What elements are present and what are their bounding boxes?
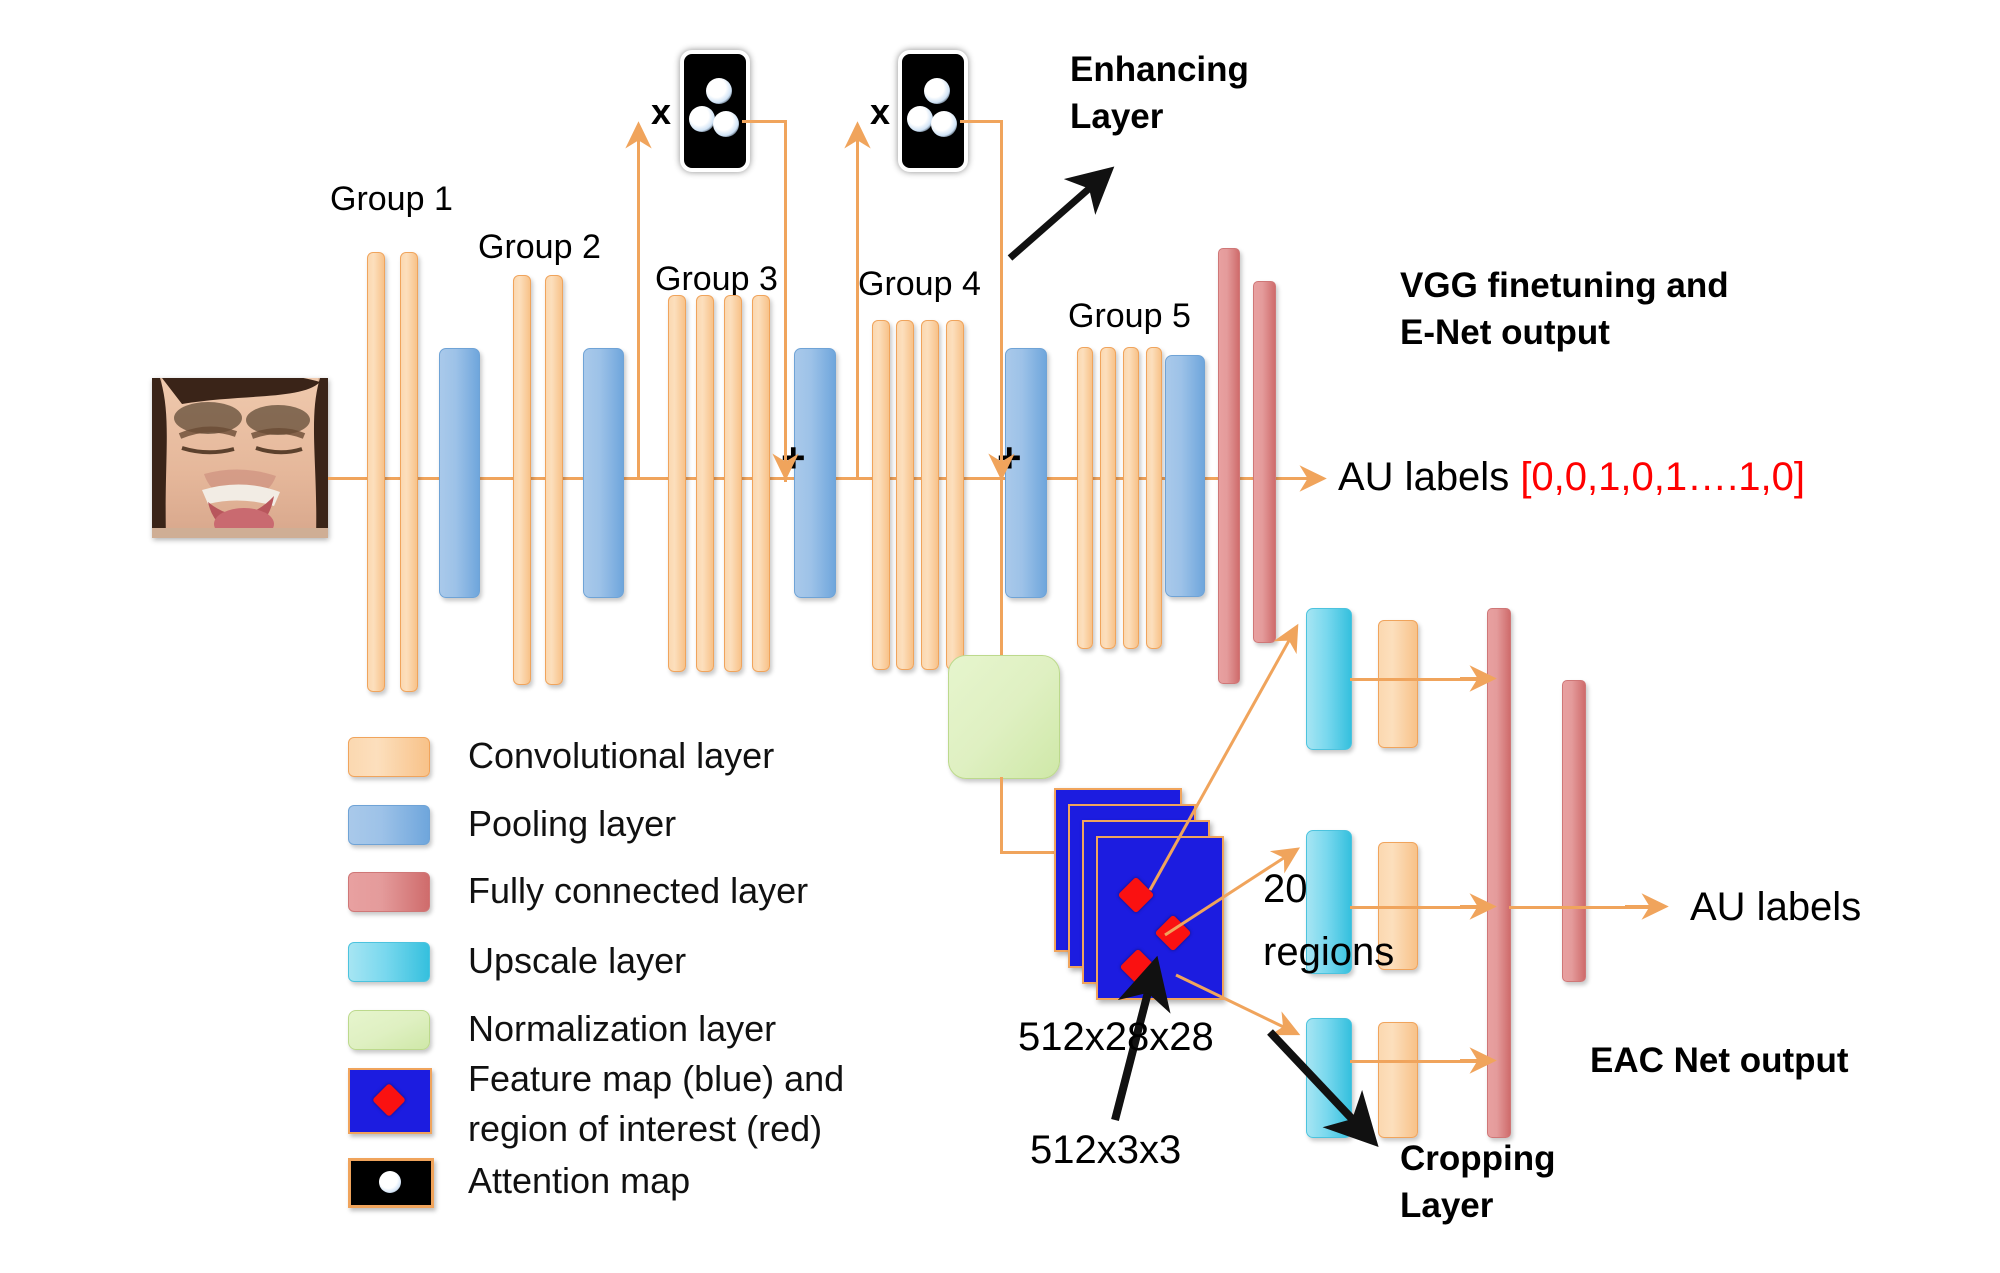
enhancing-branch-2-up (856, 128, 859, 480)
enhancing-layer-line2: Layer (1070, 97, 1164, 137)
regions-word-label: regions (1263, 930, 1395, 974)
conv-layer-g2-1 (513, 275, 531, 685)
crop-branch-horizontal (1000, 851, 1062, 854)
conv-layer-g5-3 (1123, 347, 1139, 649)
group-1-label: Group 1 (330, 180, 453, 218)
fc-layer-eac-2 (1562, 680, 1586, 982)
au-labels-top: AU labels [0,0,1,0,1….1,0] (1338, 455, 1805, 500)
conv-layer-g4-1 (872, 320, 890, 670)
fc-layer-eac-1 (1487, 608, 1511, 1138)
legend-label-fc: Fully connected layer (468, 870, 809, 911)
enhancing-layer-line1: Enhancing (1070, 50, 1249, 89)
enhancing-layer-label: Enhancing Layer (1070, 46, 1249, 141)
legend-label-fmap-2: region of interest (red) (468, 1108, 823, 1149)
feature-map-1 (1096, 836, 1224, 1000)
conv-layer-g3-3 (724, 295, 742, 672)
pool-layer-g2 (583, 348, 624, 598)
feature-map-dims-label: 512x28x28 (1018, 1015, 1214, 1059)
legend-label-attention: Attention map (468, 1160, 691, 1201)
vgg-line-1: VGG finetuning and (1400, 266, 1729, 305)
conv-layer-g2-2 (545, 275, 563, 685)
group-5-label: Group 5 (1068, 297, 1191, 335)
attention-swatch (348, 1158, 434, 1208)
conv-layer-g4-3 (921, 320, 939, 670)
normalization-layer (948, 655, 1060, 779)
upscale-layer-b (1306, 830, 1352, 974)
conv-layer-g1-1 (367, 252, 385, 692)
legend-label-fmap-1: Feature map (blue) and (468, 1058, 845, 1099)
legend-label-upscale: Upscale layer (468, 940, 687, 981)
conv-layer-g3-2 (696, 295, 714, 672)
conv-layer-g3-1 (668, 295, 686, 672)
attention-map-2 (898, 50, 968, 172)
region-of-interest-1 (1117, 876, 1155, 914)
multiply-symbol-1: x (651, 91, 672, 132)
branch-a-line (1350, 678, 1494, 681)
plus-symbol-1: + (781, 434, 806, 481)
conv-layer-g3-4 (752, 295, 770, 672)
norm-swatch (348, 1010, 430, 1050)
enhancing-branch-1-up (637, 128, 640, 480)
enhancing-branch-2-down (1000, 120, 1003, 482)
upscale-layer-c (1306, 1018, 1352, 1138)
regions-count-label: 20 (1263, 867, 1308, 911)
fc-swatch (348, 872, 430, 912)
au-labels-top-text: AU labels (1338, 455, 1521, 499)
group-2-label: Group 2 (478, 228, 601, 266)
vgg-line-2: E-Net output (1400, 313, 1610, 353)
multiply-symbol-2: x (870, 91, 891, 132)
branch-b-line (1350, 906, 1494, 909)
region-of-interest-2 (1154, 914, 1192, 952)
crop-branch-vertical (1000, 478, 1003, 660)
conv-swatch (348, 737, 430, 777)
pool-layer-g1 (439, 348, 480, 598)
conv-layer-g5-2 (1100, 347, 1116, 649)
pool-layer-g5 (1165, 355, 1205, 597)
fc-layer-2 (1253, 281, 1276, 643)
legend-label-norm: Normalization layer (468, 1008, 777, 1049)
conv-layer-c (1378, 1022, 1418, 1138)
conv-layer-g4-2 (896, 320, 914, 670)
input-face-image (152, 378, 328, 538)
featuremap-swatch (348, 1068, 432, 1134)
eac-net-output-label: EAC Net output (1590, 1041, 1849, 1080)
enhancing-branch-1-down (784, 120, 787, 482)
roi-swatch (372, 1083, 406, 1117)
group-4-label: Group 4 (858, 265, 981, 303)
au-labels-bottom: AU labels (1690, 885, 1862, 929)
crop-branch-vertical-2 (1000, 777, 1003, 853)
upscale-swatch (348, 942, 430, 982)
fc-layer-1 (1218, 248, 1240, 684)
cropping-layer-line2: Layer (1400, 1186, 1494, 1226)
conv-layer-g5-1 (1077, 347, 1093, 649)
region-of-interest-3 (1119, 948, 1157, 986)
legend-label-conv: Convolutional layer (468, 735, 775, 776)
au-labels-top-vector: [0,0,1,0,1….1,0] (1520, 455, 1805, 499)
legend-label-pool: Pooling layer (468, 803, 677, 844)
roi-dims-label: 512x3x3 (1030, 1128, 1182, 1172)
pool-swatch (348, 805, 430, 845)
conv-layer-g4-4 (946, 320, 964, 670)
upscale-layer-a (1306, 608, 1352, 750)
eac-output-line (1509, 906, 1659, 909)
group-3-label: Group 3 (655, 260, 778, 298)
conv-layer-g5-4 (1146, 347, 1162, 649)
conv-layer-a (1378, 620, 1418, 748)
conv-layer-g1-2 (400, 252, 418, 692)
vgg-finetuning-label: VGG finetuning and E-Net output (1400, 262, 1729, 357)
cropping-layer-line1: Cropping (1400, 1139, 1556, 1178)
branch-c-line (1350, 1060, 1494, 1063)
attention-map-1 (680, 50, 750, 172)
cropping-layer-label: Cropping Layer (1400, 1135, 1556, 1230)
